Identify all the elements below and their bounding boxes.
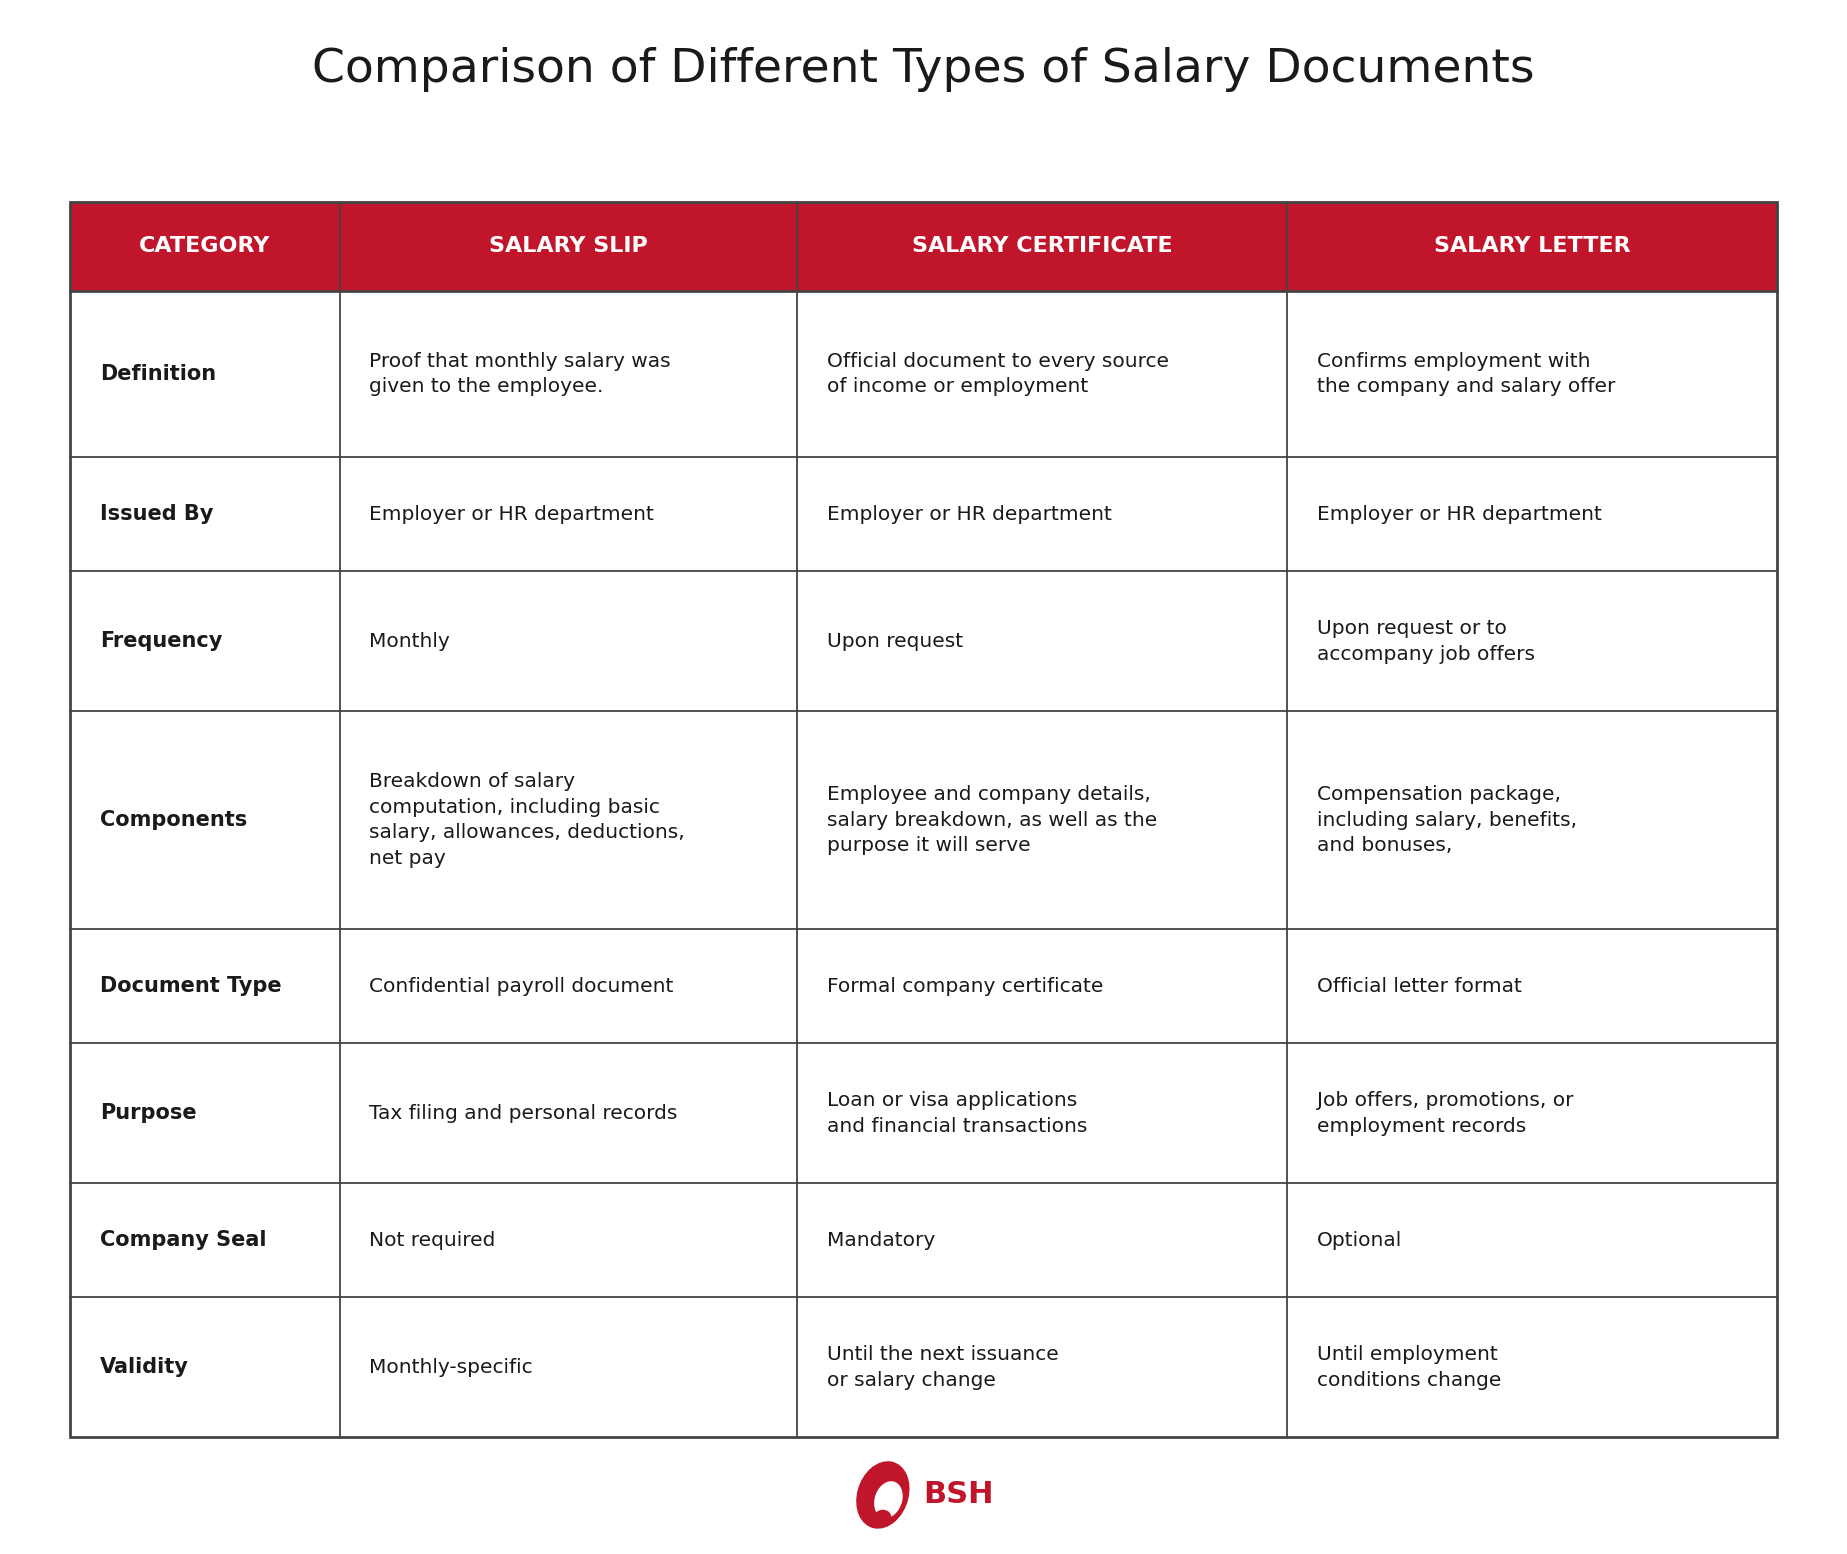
Text: Compensation package,
including salary, benefits,
and bonuses,: Compensation package, including salary, … — [1317, 785, 1577, 855]
Text: Frequency: Frequency — [100, 631, 222, 651]
Text: Monthly-specific: Monthly-specific — [369, 1358, 534, 1377]
Bar — [798, 572, 1287, 712]
Text: Upon request: Upon request — [827, 631, 962, 651]
Bar — [70, 1298, 340, 1437]
Bar — [70, 1043, 340, 1183]
Text: Comparison of Different Types of Salary Documents: Comparison of Different Types of Salary … — [312, 48, 1535, 92]
Bar — [1287, 457, 1777, 572]
Bar — [798, 1043, 1287, 1183]
Bar — [1287, 1298, 1777, 1437]
Bar — [1287, 291, 1777, 457]
Bar — [798, 929, 1287, 1043]
Bar — [70, 291, 340, 457]
Bar — [798, 202, 1287, 291]
Text: Until the next issuance
or salary change: Until the next issuance or salary change — [827, 1346, 1058, 1389]
Text: Formal company certificate: Formal company certificate — [827, 976, 1103, 996]
Bar — [798, 1298, 1287, 1437]
Text: SALARY CERTIFICATE: SALARY CERTIFICATE — [912, 236, 1173, 256]
Bar — [340, 712, 798, 929]
Text: Employer or HR department: Employer or HR department — [827, 505, 1112, 524]
Bar — [70, 572, 340, 712]
Text: Mandatory: Mandatory — [827, 1231, 935, 1249]
Text: Monthly: Monthly — [369, 631, 451, 651]
Text: Components: Components — [100, 810, 247, 830]
Bar — [70, 1183, 340, 1298]
Text: Confirms employment with
the company and salary offer: Confirms employment with the company and… — [1317, 351, 1614, 396]
Text: SALARY LETTER: SALARY LETTER — [1433, 236, 1631, 256]
Text: CATEGORY: CATEGORY — [139, 236, 272, 256]
Ellipse shape — [875, 1510, 892, 1523]
Text: Not required: Not required — [369, 1231, 495, 1249]
Bar — [70, 202, 340, 291]
Text: Official document to every source
of income or employment: Official document to every source of inc… — [827, 351, 1169, 396]
Text: SALARY SLIP: SALARY SLIP — [489, 236, 648, 256]
Bar — [340, 202, 798, 291]
Bar — [1287, 1183, 1777, 1298]
Text: Until employment
conditions change: Until employment conditions change — [1317, 1346, 1502, 1389]
Text: Upon request or to
accompany job offers: Upon request or to accompany job offers — [1317, 618, 1535, 664]
Bar — [798, 291, 1287, 457]
Bar — [340, 291, 798, 457]
Bar — [70, 457, 340, 572]
Text: Issued By: Issued By — [100, 503, 212, 524]
Bar — [798, 712, 1287, 929]
Bar — [340, 457, 798, 572]
Bar — [798, 1183, 1287, 1298]
Text: Loan or visa applications
and financial transactions: Loan or visa applications and financial … — [827, 1091, 1088, 1136]
Bar — [798, 457, 1287, 572]
Bar — [70, 712, 340, 929]
Ellipse shape — [857, 1461, 909, 1529]
Text: Employer or HR department: Employer or HR department — [1317, 505, 1601, 524]
Text: BSH: BSH — [924, 1481, 994, 1509]
Text: Employer or HR department: Employer or HR department — [369, 505, 654, 524]
Text: Optional: Optional — [1317, 1231, 1402, 1249]
Text: Employee and company details,
salary breakdown, as well as the
purpose it will s: Employee and company details, salary bre… — [827, 785, 1156, 855]
Bar — [340, 572, 798, 712]
Bar — [1287, 929, 1777, 1043]
Ellipse shape — [874, 1481, 903, 1518]
Text: Job offers, promotions, or
employment records: Job offers, promotions, or employment re… — [1317, 1091, 1574, 1136]
Text: Proof that monthly salary was
given to the employee.: Proof that monthly salary was given to t… — [369, 351, 670, 396]
Text: Confidential payroll document: Confidential payroll document — [369, 976, 674, 996]
Bar — [340, 1183, 798, 1298]
Text: Purpose: Purpose — [100, 1103, 196, 1124]
Bar — [340, 1043, 798, 1183]
Text: Document Type: Document Type — [100, 976, 281, 996]
Bar — [1287, 202, 1777, 291]
Bar — [1287, 572, 1777, 712]
Bar — [340, 929, 798, 1043]
Bar — [70, 929, 340, 1043]
Bar — [70, 202, 1777, 1437]
Text: Definition: Definition — [100, 364, 216, 384]
Text: Tax filing and personal records: Tax filing and personal records — [369, 1103, 678, 1122]
Text: Company Seal: Company Seal — [100, 1231, 266, 1251]
Text: Validity: Validity — [100, 1357, 188, 1377]
Text: Official letter format: Official letter format — [1317, 976, 1522, 996]
Bar — [1287, 712, 1777, 929]
Text: Breakdown of salary
computation, including basic
salary, allowances, deductions,: Breakdown of salary computation, includi… — [369, 772, 685, 869]
Bar — [340, 1298, 798, 1437]
Bar — [1287, 1043, 1777, 1183]
